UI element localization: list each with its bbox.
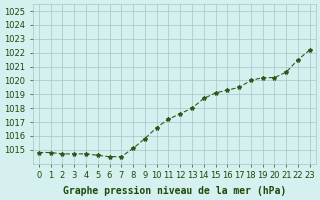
- X-axis label: Graphe pression niveau de la mer (hPa): Graphe pression niveau de la mer (hPa): [63, 186, 286, 196]
